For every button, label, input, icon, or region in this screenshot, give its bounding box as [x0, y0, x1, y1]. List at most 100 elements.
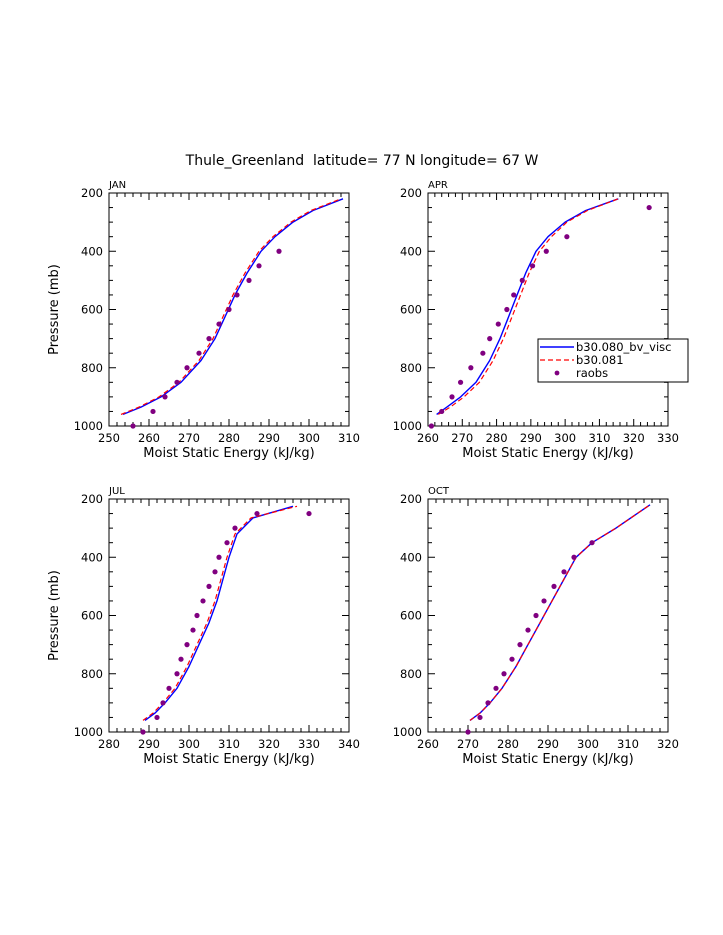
- x-tick-label-oct: 310: [617, 737, 639, 751]
- y-tick-label-jul: 800: [81, 667, 103, 681]
- raobs-point-jul: [306, 510, 312, 517]
- plot-frame-jul: [108, 498, 350, 733]
- raobs-point-jan: [256, 263, 262, 269]
- legend-box: [537, 338, 689, 383]
- x-tick-label-jan: 300: [298, 431, 320, 445]
- x-tick-label-jan: 310: [338, 431, 360, 445]
- x-tick-label-apr: 300: [554, 431, 576, 445]
- x-axis-label-jan: Moist Static Energy (kJ/kg): [143, 446, 314, 461]
- series-line-b30-081-jan: [120, 198, 342, 415]
- series-line-b30-081-apr: [437, 198, 619, 415]
- panel-title-jan: JAN: [108, 180, 126, 191]
- raobs-point-apr: [519, 277, 525, 283]
- y-tick-label-jan: 1000: [74, 419, 103, 433]
- panel-title-oct: OCT: [428, 486, 450, 497]
- y-tick-label-oct: 800: [400, 667, 422, 681]
- raobs-point-apr: [428, 423, 435, 429]
- raobs-point-jul: [166, 685, 172, 691]
- raobs-point-oct: [477, 714, 483, 721]
- x-tick-label-jul: 320: [258, 737, 280, 751]
- panel-apr: APR 260 270 280 290 300 310 320 330 200 400 600 800 1…: [393, 180, 689, 461]
- x-tick-label-jan: 290: [258, 431, 280, 445]
- legend-marker-raobs: [554, 370, 560, 376]
- y-tick-label-jul: 600: [81, 609, 103, 623]
- raobs-point-oct: [533, 612, 539, 619]
- x-tick-label-jul: 280: [98, 737, 120, 751]
- y-tick-label-jan: 600: [81, 303, 103, 317]
- y-tick-label-apr: 600: [400, 303, 422, 317]
- raobs-point-apr: [487, 336, 493, 342]
- y-axis-label-jul: Pressure (mb): [47, 570, 62, 661]
- raobs-point-jan: [234, 292, 240, 298]
- panel-oct: OCT 260 270 280 290 300 310 320 200 400 600 800 1000…: [393, 486, 679, 767]
- x-axis-label-oct: Moist Static Energy (kJ/kg): [462, 752, 633, 767]
- raobs-point-oct: [509, 656, 515, 662]
- raobs-point-oct: [501, 671, 507, 677]
- raobs-point-jan: [150, 408, 156, 415]
- figure-title: Thule_Greenland latitude= 77 N longitude…: [185, 153, 539, 169]
- x-tick-label-jan: 270: [178, 431, 200, 445]
- x-tick-label-apr: 330: [657, 431, 679, 445]
- y-tick-label-apr: 1000: [393, 419, 422, 433]
- y-tick-label-oct: 400: [400, 550, 422, 564]
- raobs-point-apr: [511, 292, 517, 298]
- y-tick-label-jul: 200: [81, 492, 103, 506]
- y-tick-label-jul: 1000: [74, 725, 103, 739]
- raobs-point-oct: [541, 598, 547, 604]
- raobs-point-apr: [504, 306, 510, 313]
- x-tick-label-jan: 260: [138, 431, 160, 445]
- raobs-point-jul: [140, 729, 146, 735]
- panel-title-jul: JUL: [108, 486, 125, 497]
- panel-title-apr: APR: [428, 180, 448, 191]
- x-tick-label-oct: 260: [417, 737, 439, 751]
- y-tick-label-jan: 400: [81, 244, 103, 258]
- x-tick-label-apr: 290: [520, 431, 542, 445]
- raobs-point-oct: [571, 554, 577, 560]
- raobs-point-jan: [246, 277, 252, 283]
- x-tick-label-apr: 310: [588, 431, 610, 445]
- y-tick-label-apr: 800: [400, 361, 422, 375]
- plot-frame-apr: [427, 192, 669, 427]
- raobs-point-jan: [162, 394, 168, 400]
- series-line-b30-081-jul: [142, 505, 298, 721]
- raobs-point-apr: [529, 263, 536, 269]
- raobs-point-oct: [551, 583, 557, 589]
- series-line-b30-080-bv-visc-jan: [122, 198, 344, 416]
- raobs-point-jul: [174, 671, 180, 677]
- raobs-point-apr: [439, 408, 445, 415]
- raobs-point-jul: [216, 554, 222, 560]
- y-tick-label-jan: 800: [81, 361, 103, 375]
- raobs-point-jan: [174, 379, 180, 385]
- y-tick-label-jul: 400: [81, 550, 103, 564]
- x-tick-label-jul: 340: [338, 737, 360, 751]
- raobs-point-jul: [194, 612, 200, 619]
- y-tick-label-apr: 200: [400, 186, 422, 200]
- legend-label-b30-081: b30.081: [576, 353, 624, 367]
- raobs-point-jul: [154, 714, 160, 721]
- raobs-point-apr: [564, 234, 570, 240]
- y-tick-label-jan: 200: [81, 186, 103, 200]
- y-tick-label-oct: 200: [400, 492, 422, 506]
- x-tick-label-apr: 260: [417, 431, 439, 445]
- x-axis-label-apr: Moist Static Energy (kJ/kg): [462, 446, 633, 461]
- x-tick-label-apr: 280: [486, 431, 508, 445]
- raobs-point-apr: [468, 365, 474, 371]
- raobs-point-jul: [212, 569, 218, 575]
- raobs-point-jan: [196, 350, 202, 356]
- legend-label-b30-080-bv-visc: b30.080_bv_visc: [576, 340, 671, 354]
- raobs-point-apr: [646, 204, 652, 211]
- x-tick-label-jul: 300: [178, 737, 200, 751]
- raobs-point-jul: [206, 583, 212, 589]
- raobs-point-apr: [480, 350, 486, 356]
- raobs-point-oct: [517, 642, 523, 648]
- y-tick-label-oct: 1000: [393, 725, 422, 739]
- raobs-point-jul: [178, 656, 184, 662]
- x-tick-label-apr: 270: [451, 431, 473, 445]
- raobs-point-jul: [190, 627, 196, 633]
- x-tick-label-jul: 310: [218, 737, 240, 751]
- raobs-point-oct: [525, 627, 531, 633]
- raobs-point-oct: [561, 569, 567, 575]
- raobs-point-jan: [276, 248, 282, 254]
